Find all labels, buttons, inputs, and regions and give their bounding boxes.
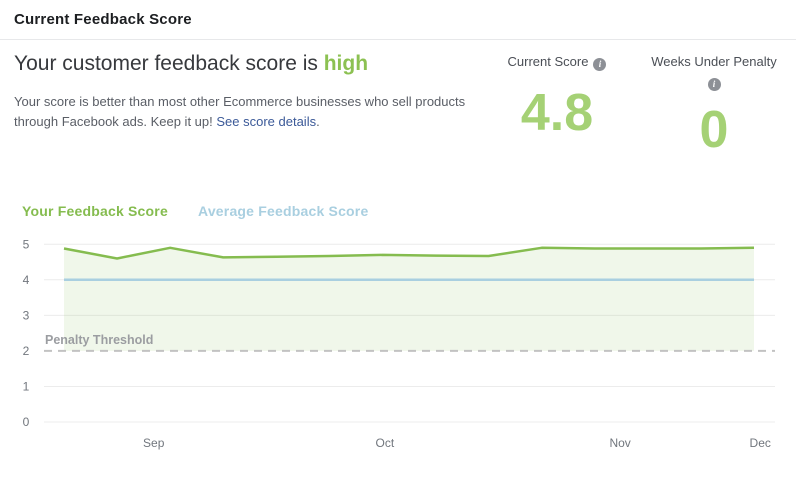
chart-legend: Your Feedback Score Average Feedback Sco…	[22, 203, 394, 219]
weeks-penalty-info-row: i	[638, 73, 790, 91]
x-axis-label-dec: Dec	[750, 436, 771, 450]
weeks-under-penalty-stat: Weeks Under Penalty i 0	[638, 53, 790, 156]
y-tick-label-1: 1	[23, 379, 30, 393]
score-status: high	[323, 52, 369, 75]
score-description: Your score is better than most other Eco…	[14, 92, 486, 132]
page-title: Current Feedback Score	[14, 11, 192, 28]
heading-prefix: Your customer feedback score is	[14, 52, 324, 75]
legend-average-feedback-score[interactable]: Average Feedback Score	[198, 203, 369, 219]
y-tick-label-3: 3	[23, 308, 30, 322]
current-score-value: 4.8	[520, 84, 594, 142]
legend-your-feedback-score[interactable]: Your Feedback Score	[22, 203, 168, 219]
score-summary: Your customer feedback score is high You…	[14, 52, 486, 132]
y-tick-label-5: 5	[23, 237, 30, 251]
description-suffix: .	[316, 114, 320, 129]
current-score-stat: Current Score i 4.8	[482, 53, 632, 139]
see-score-details-link[interactable]: See score details	[216, 114, 317, 129]
weeks-under-penalty-value: 0	[699, 101, 729, 159]
current-score-label: Current Score i	[482, 53, 632, 71]
x-axis-label-sep: Sep	[143, 436, 165, 450]
penalty-threshold-label: Penalty Threshold	[45, 333, 153, 347]
y-tick-label-2: 2	[23, 344, 30, 358]
current-score-info-icon[interactable]: i	[593, 58, 607, 71]
feedback-chart-container: 0 1 2 3 4 5 Penalty Threshold Sep Oct Nov Dec	[0, 228, 796, 490]
score-summary-heading: Your customer feedback score is high	[14, 52, 486, 76]
weeks-under-penalty-label: Weeks Under Penalty	[651, 54, 777, 69]
x-axis-label-oct: Oct	[376, 436, 395, 450]
panel-header: Current Feedback Score	[0, 0, 796, 40]
feedback-score-chart: 0 1 2 3 4 5 Penalty Threshold Sep Oct Nov Dec	[23, 237, 775, 450]
x-axis-label-nov: Nov	[609, 436, 630, 450]
y-tick-label-0: 0	[23, 415, 30, 429]
series-line-0	[63, 246, 755, 260]
y-tick-label-4: 4	[23, 273, 30, 287]
series-area-0	[64, 247, 754, 351]
weeks-penalty-info-icon[interactable]: i	[707, 78, 721, 91]
description-text: Your score is better than most other Eco…	[14, 94, 466, 129]
